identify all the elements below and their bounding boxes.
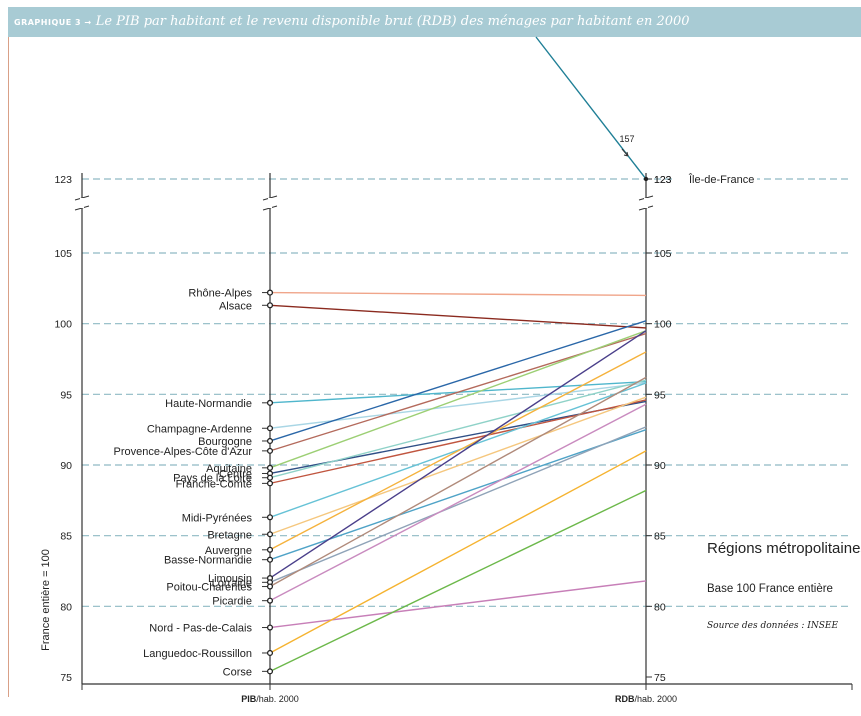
chart-title: Le PIB par habitant et le revenu disponi… bbox=[95, 14, 690, 29]
series-line-franche-comt- bbox=[269, 399, 647, 485]
y-tick-label-right: 123 bbox=[654, 174, 672, 186]
series-label-provence-alpes-c-te-d-azur: Provence-Alpes-Côte d'Azur bbox=[114, 446, 253, 458]
series-point-poitou-charentes bbox=[266, 583, 274, 590]
series-line-basse-normandie bbox=[269, 429, 647, 561]
series-label-nord-pas-de-calais: Nord - Pas-de-Calais bbox=[149, 623, 252, 635]
series-label-poitou-charentes: Poitou-Charentes bbox=[166, 582, 252, 594]
series-label-bourgogne: Bourgogne bbox=[198, 436, 252, 448]
series-label-pays-de-la-loire: Pays de la Loire bbox=[173, 473, 252, 485]
y-tick-label-left: 80 bbox=[60, 601, 72, 613]
series-label-rh-ne-alpes: Rhône-Alpes bbox=[188, 288, 252, 300]
series-point-provence-alpes-c-te-d-azur bbox=[266, 447, 274, 454]
series-label-ile-de-france: Île-de-France bbox=[688, 173, 754, 186]
y-tick-label-right: 100 bbox=[654, 319, 672, 331]
series-line-alsace bbox=[269, 304, 647, 329]
series-line-corse bbox=[269, 489, 647, 672]
header-prefix: GRAPHIQUE 3 → bbox=[14, 18, 92, 27]
series-label-lorraine: Lorraine bbox=[212, 577, 252, 589]
series-line-limousin bbox=[269, 330, 647, 579]
base-note: Base 100 France entière bbox=[707, 583, 833, 595]
series-point-picardie bbox=[266, 597, 274, 604]
regions-note: Régions métropolitaines bbox=[707, 540, 861, 557]
y-tick-label-left: 90 bbox=[60, 460, 72, 472]
series-line-rh-ne-alpes bbox=[269, 291, 647, 297]
series-point-nord-pas-de-calais bbox=[266, 624, 274, 631]
y-tick-label-left: 95 bbox=[60, 389, 72, 401]
x-axis-label-rdb: RDB/hab. 2000 bbox=[615, 694, 677, 704]
series-point-languedoc-roussillon bbox=[266, 649, 274, 657]
series-line-nord-pas-de-calais bbox=[269, 580, 647, 629]
series-point-haute-normandie bbox=[266, 399, 274, 406]
series-label-midi-pyr-n-es: Midi-Pyrénées bbox=[182, 512, 253, 524]
source-note: Source des données : INSEE bbox=[707, 621, 839, 631]
series-label-centre: Centre bbox=[219, 468, 252, 480]
axis-break-gap bbox=[80, 198, 84, 208]
y-axis-title: France entière = 100 bbox=[40, 549, 52, 651]
series-line-champagne-ardenne bbox=[269, 382, 647, 429]
series-line-auvergne bbox=[269, 351, 647, 551]
series-label-aquitaine: Aquitaine bbox=[206, 463, 252, 475]
outlier-value-label: 157 bbox=[619, 134, 634, 144]
series-label-limousin: Limousin bbox=[208, 573, 252, 585]
y-tick-label-left: 123 bbox=[54, 174, 72, 186]
series-label-basse-normandie: Basse-Normandie bbox=[164, 555, 252, 567]
series-line-picardie bbox=[269, 403, 647, 602]
series-label-picardie: Picardie bbox=[212, 596, 252, 608]
y-tick-label-right: 85 bbox=[654, 531, 666, 543]
outlier-arrow bbox=[621, 148, 629, 157]
series-point-champagne-ardenne bbox=[266, 425, 274, 432]
series-point-aquitaine bbox=[266, 464, 274, 471]
series-point-pays-de-la-loire bbox=[266, 474, 274, 481]
series-label-champagne-ardenne: Champagne-Ardenne bbox=[147, 423, 252, 435]
series-point-rh-ne-alpes bbox=[266, 289, 274, 296]
series-label-languedoc-roussillon: Languedoc-Roussillon bbox=[143, 648, 252, 660]
series-label-auvergne: Auvergne bbox=[205, 545, 252, 557]
series-line-lorraine bbox=[269, 426, 647, 583]
axis-break-gap bbox=[644, 198, 648, 208]
series-point-basse-normandie bbox=[266, 556, 274, 563]
axis-break-gap bbox=[268, 198, 272, 208]
series-line-languedoc-roussillon bbox=[269, 450, 647, 654]
series-point-auvergne bbox=[266, 546, 274, 553]
x-axis-label-pib: PIB/hab. 2000 bbox=[241, 694, 299, 704]
chart-header: GRAPHIQUE 3 → Le PIB par habitant et le … bbox=[14, 14, 690, 29]
series-point-bretagne bbox=[266, 531, 274, 538]
series-label-corse: Corse bbox=[223, 666, 252, 678]
series-point-ile-de-france bbox=[643, 176, 649, 182]
y-tick-label-right: 75 bbox=[654, 672, 666, 684]
series-line-poitou-charentes bbox=[269, 376, 647, 588]
y-tick-label-left: 105 bbox=[54, 248, 72, 260]
y-tick-label-left: 75 bbox=[60, 672, 72, 684]
series-point-franche-comt- bbox=[266, 480, 274, 487]
series-value-ile-de-france: 123 bbox=[654, 174, 672, 186]
header-band bbox=[8, 7, 861, 37]
y-tick-label-right: 105 bbox=[654, 248, 672, 260]
series-point-midi-pyr-n-es bbox=[266, 514, 274, 521]
series-line-aquitaine bbox=[269, 330, 647, 469]
series-line-ile-de-france bbox=[535, 36, 647, 180]
series-line-pays-de-la-loire bbox=[269, 379, 647, 479]
y-tick-label-right: 80 bbox=[654, 601, 666, 613]
series-line-bourgogne bbox=[269, 320, 647, 442]
y-tick-label-left: 85 bbox=[60, 531, 72, 543]
series-label-franche-comt-: Franche-Comté bbox=[176, 478, 252, 490]
y-tick-label-right: 95 bbox=[654, 389, 666, 401]
series-label-alsace: Alsace bbox=[219, 300, 252, 312]
series-line-bretagne bbox=[269, 396, 647, 535]
frame-left-border bbox=[8, 37, 9, 697]
series-label-haute-normandie: Haute-Normandie bbox=[165, 398, 252, 410]
series-label-bretagne: Bretagne bbox=[207, 529, 252, 541]
series-point-bourgogne bbox=[266, 437, 274, 445]
series-point-alsace bbox=[266, 302, 274, 309]
y-tick-label-right: 90 bbox=[654, 460, 666, 472]
y-tick-label-left: 100 bbox=[54, 319, 72, 331]
series-point-corse bbox=[266, 668, 274, 675]
